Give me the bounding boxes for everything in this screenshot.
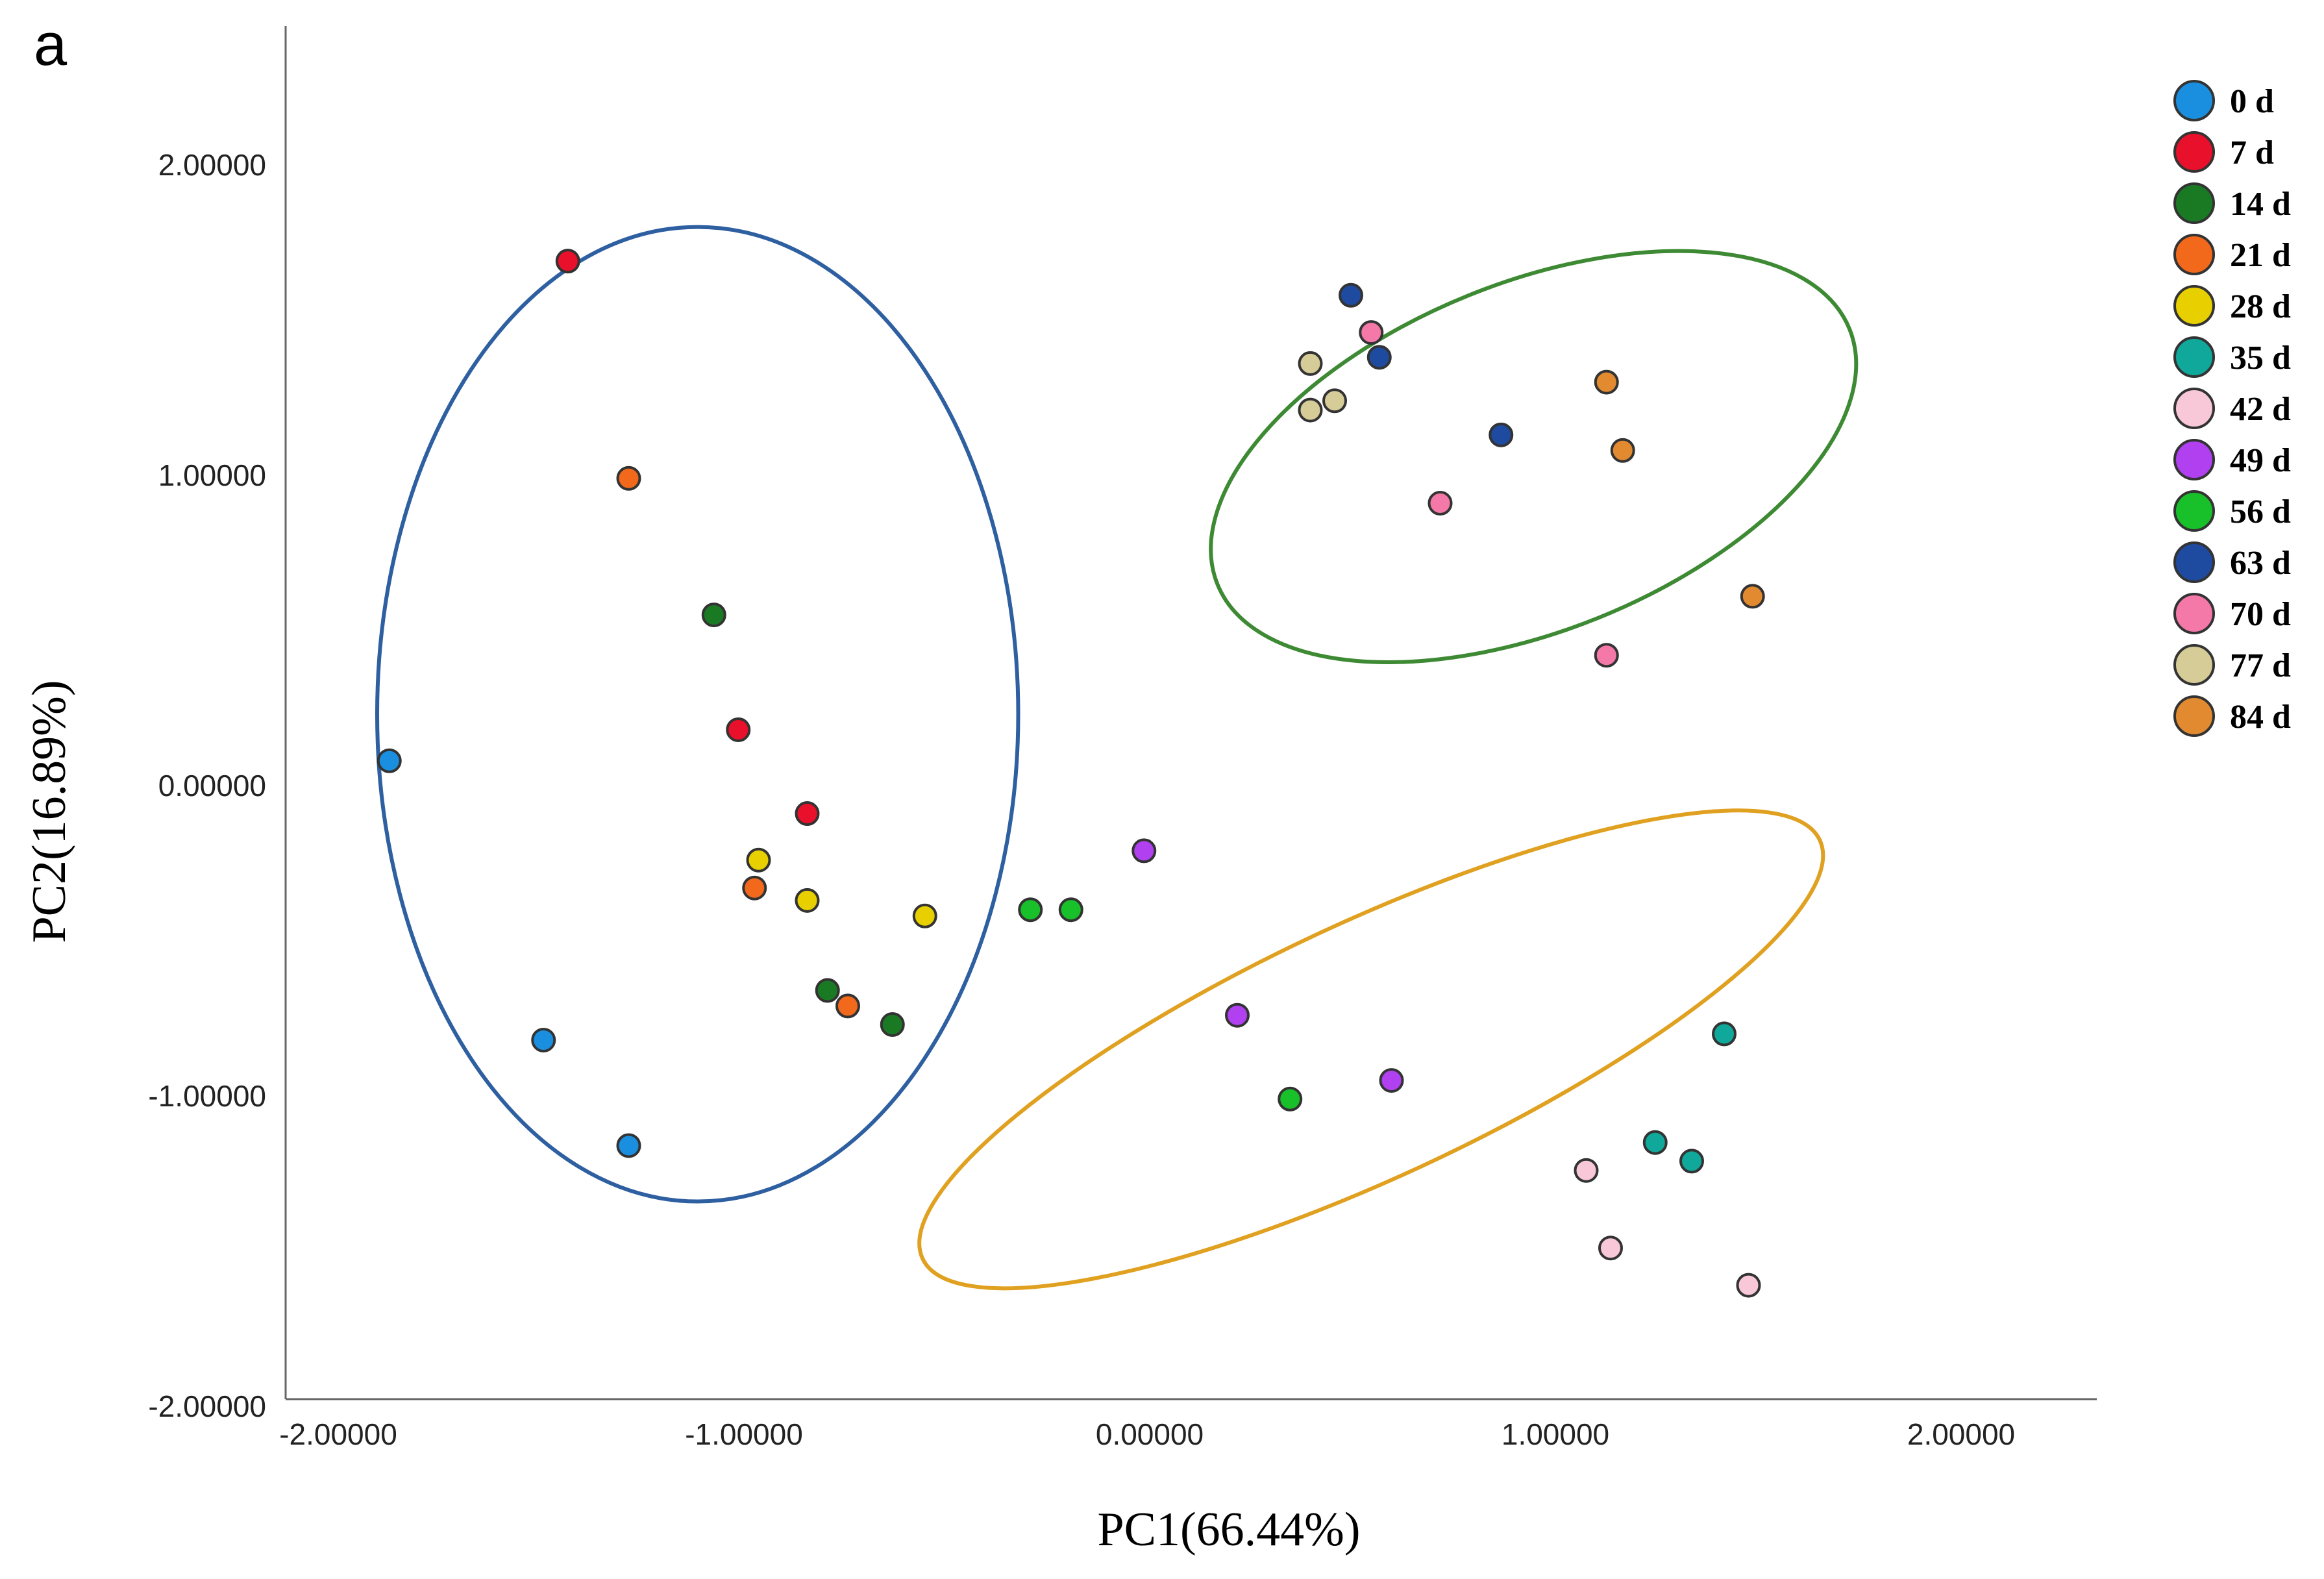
point-7d — [795, 801, 820, 827]
point-28d — [912, 903, 937, 928]
point-28d — [746, 847, 771, 873]
legend-label: 21 d — [2230, 237, 2291, 274]
y-tick-label: 1.00000 — [158, 458, 266, 492]
point-35d — [1679, 1149, 1704, 1174]
legend-marker — [2173, 490, 2215, 532]
point-70d — [1594, 643, 1619, 668]
point-84d — [1740, 584, 1765, 609]
legend-marker — [2173, 593, 2215, 634]
x-tick-label: 0.00000 — [1096, 1417, 1204, 1451]
legend-marker — [2173, 695, 2215, 737]
point-21d — [616, 466, 641, 491]
point-0d — [377, 748, 402, 773]
cluster-ellipses — [375, 225, 1859, 1291]
data-points — [377, 249, 1765, 1298]
cluster-ellipse-2 — [1209, 249, 1859, 664]
legend-marker — [2173, 388, 2215, 429]
legend-marker — [2173, 439, 2215, 480]
point-14d — [701, 603, 726, 628]
cluster-ellipse-1 — [375, 225, 1020, 1204]
point-14d — [880, 1012, 905, 1038]
point-21d — [835, 993, 860, 1019]
legend-label: 56 d — [2230, 493, 2291, 530]
point-77d — [1298, 351, 1323, 376]
point-63d — [1366, 345, 1392, 370]
legend-label: 28 d — [2230, 288, 2291, 325]
point-14d — [815, 978, 840, 1003]
legend: 0 d 7 d 14 d 21 d 28 d 35 d 42 d 49 d 56 d 63 d 70… — [2173, 80, 2291, 737]
axes: -2.00000 -1.00000 0.00000 1.00000 2.00000 -2.… — [148, 26, 2097, 1451]
legend-label: 42 d — [2230, 391, 2291, 428]
point-77d — [1298, 397, 1323, 423]
point-63d — [1489, 422, 1514, 447]
x-tick-label: 1.00000 — [1502, 1417, 1609, 1451]
point-84d — [1594, 369, 1619, 395]
legend-label: 35 d — [2230, 340, 2291, 377]
point-7d — [555, 249, 580, 274]
point-7d — [726, 717, 751, 742]
point-49d — [1225, 1002, 1250, 1028]
x-tick-label: 2.00000 — [1907, 1417, 2015, 1451]
legend-marker — [2173, 182, 2215, 224]
point-49d — [1131, 838, 1157, 864]
point-42d — [1736, 1273, 1761, 1298]
legend-marker — [2173, 285, 2215, 327]
legend-marker — [2173, 336, 2215, 378]
point-56d — [1058, 897, 1083, 923]
legend-marker — [2173, 644, 2215, 686]
point-0d — [531, 1027, 556, 1052]
point-63d — [1339, 282, 1363, 308]
legend-label: 70 d — [2230, 596, 2291, 633]
point-56d — [1018, 897, 1043, 923]
point-77d — [1322, 388, 1347, 414]
point-84d — [1610, 438, 1635, 463]
y-tick-label: -2.00000 — [148, 1389, 266, 1423]
legend-marker — [2173, 131, 2215, 173]
legend-marker — [2173, 234, 2215, 275]
y-tick-label: 0.00000 — [158, 769, 266, 802]
point-35d — [1642, 1130, 1668, 1155]
panel-label: a — [34, 12, 68, 78]
point-0d — [616, 1133, 641, 1158]
point-70d — [1359, 320, 1384, 345]
point-42d — [1574, 1158, 1599, 1183]
x-tick-label: -2.00000 — [279, 1417, 397, 1451]
legend-marker — [2173, 80, 2215, 121]
legend-label: 63 d — [2230, 545, 2291, 582]
legend-label: 7 d — [2230, 134, 2274, 171]
legend-marker — [2173, 541, 2215, 583]
point-49d — [1379, 1068, 1404, 1093]
y-tick-label: 2.00000 — [158, 148, 266, 182]
cluster-ellipse-3 — [917, 808, 1825, 1291]
x-axis-label: PC1(66.44%) — [1098, 1503, 1361, 1556]
legend-label: 77 d — [2230, 647, 2291, 684]
legend-label: 84 d — [2230, 699, 2291, 736]
point-21d — [742, 875, 767, 901]
point-42d — [1598, 1236, 1623, 1261]
point-35d — [1712, 1021, 1737, 1047]
point-70d — [1428, 491, 1453, 516]
x-tick-label: -1.00000 — [685, 1417, 803, 1451]
y-tick-label: -1.00000 — [148, 1079, 266, 1113]
point-56d — [1278, 1086, 1303, 1112]
legend-label: 49 d — [2230, 442, 2291, 479]
legend-label: 14 d — [2230, 186, 2291, 223]
point-28d — [795, 888, 820, 913]
legend-label: 0 d — [2230, 83, 2274, 120]
y-axis-label: PC2(16.89%) — [23, 680, 76, 943]
